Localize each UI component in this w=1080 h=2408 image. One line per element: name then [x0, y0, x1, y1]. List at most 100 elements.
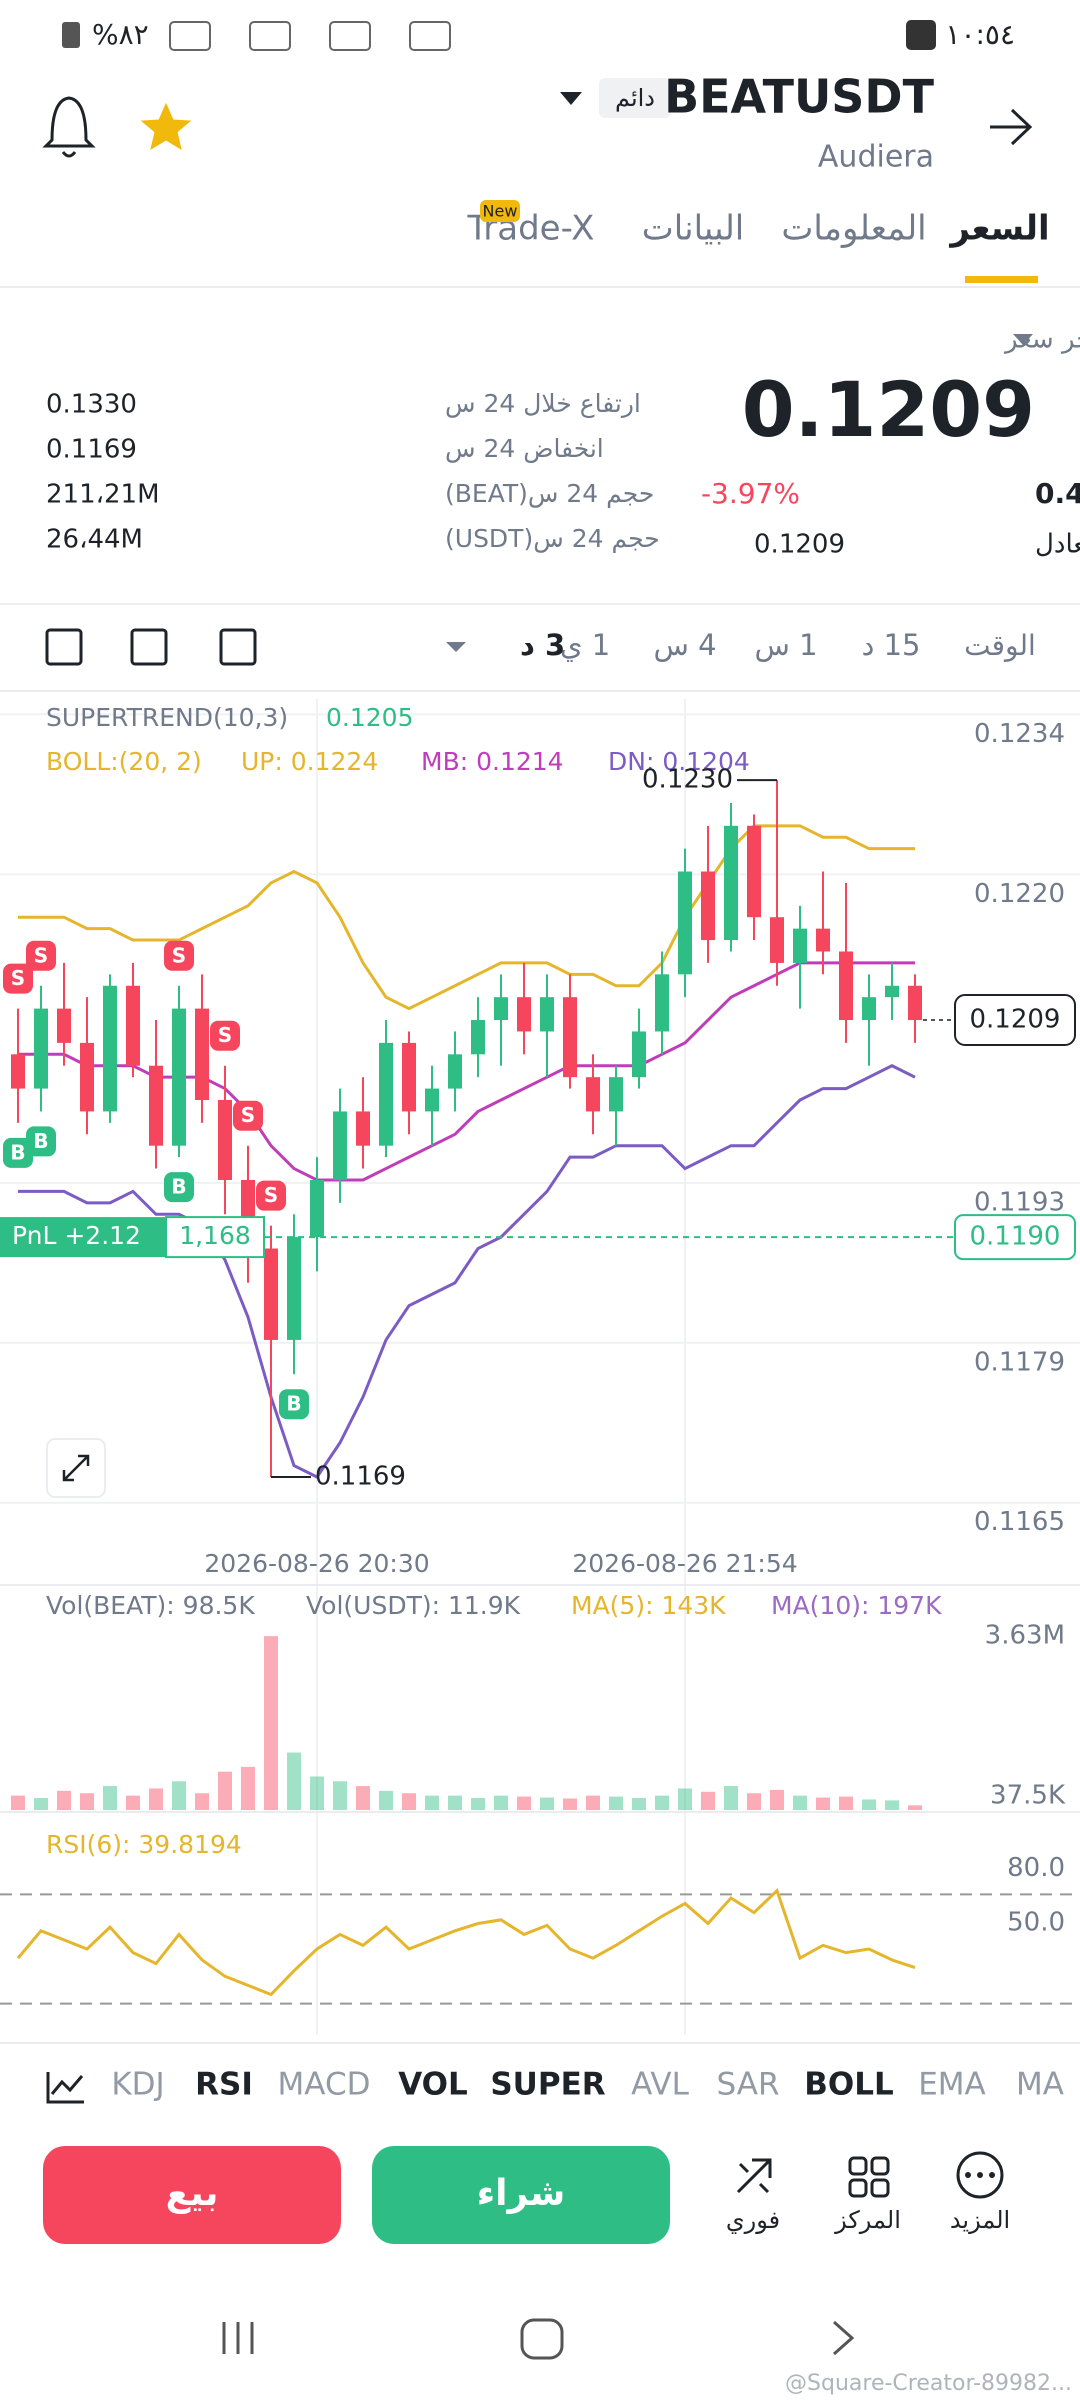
indicator-tab[interactable]: RSI — [195, 2067, 253, 2103]
star-icon[interactable] — [140, 102, 192, 151]
candle-body — [333, 1111, 347, 1180]
indicator-tab[interactable]: KDJ — [111, 2067, 164, 2103]
volume-legend: MA(5): 143K — [571, 1591, 726, 1620]
volume-legend: MA(10): 197K — [771, 1591, 942, 1620]
interval-option[interactable]: 1 س — [754, 628, 817, 662]
indicator-tab[interactable]: SAR — [717, 2067, 780, 2103]
subtitle: Audiera — [818, 140, 934, 175]
volume-bar — [471, 1798, 485, 1810]
chart-tool-icon[interactable] — [219, 628, 257, 666]
dropdown-arrow — [560, 92, 582, 105]
indicator-tab[interactable]: SUPER — [490, 2067, 605, 2103]
indicator-tab[interactable]: MACD — [278, 2067, 371, 2103]
overlay-legend: UP: 0.1224 — [241, 747, 378, 776]
action-label[interactable]: المزيد — [950, 2206, 1010, 2234]
volume-bar — [34, 1798, 48, 1810]
indicator-tab[interactable]: MA — [1016, 2067, 1064, 2103]
signal-icon — [169, 21, 211, 51]
nav-home[interactable] — [520, 2318, 564, 2360]
trade-marker — [26, 1126, 56, 1157]
volume-bar — [172, 1781, 186, 1810]
chart-tool-icon[interactable] — [130, 628, 168, 666]
position-qty: 1,168 — [179, 1221, 251, 1250]
battery-level: %٨٢ — [92, 18, 149, 51]
action-label[interactable]: فوري — [726, 2206, 780, 2234]
volume-bar — [701, 1791, 715, 1810]
nav-back[interactable] — [833, 2320, 855, 2356]
sell-button[interactable] — [43, 2146, 341, 2244]
chart-tool-icon[interactable] — [45, 628, 83, 666]
indicator-tab[interactable]: BOLL — [804, 2067, 894, 2103]
buy-label[interactable]: شراء — [477, 2173, 566, 2214]
tab[interactable]: السعر — [948, 209, 1049, 249]
trade-marker — [210, 1020, 240, 1051]
position-icon — [848, 2156, 868, 2176]
interval-option[interactable]: 4 س — [653, 628, 716, 662]
stat-label: حجم 24 س(BEAT) — [445, 479, 654, 509]
candle-body — [287, 1237, 301, 1340]
candle-body — [655, 974, 669, 1032]
indicator-tab[interactable]: EMA — [918, 2067, 986, 2103]
tab[interactable]: المعلومات — [781, 209, 926, 249]
fair-price-label: السعر العادل — [1035, 530, 1080, 560]
trade-marker — [3, 1137, 33, 1168]
volume-bar — [80, 1793, 94, 1810]
volume-bar — [126, 1795, 140, 1810]
volume-bar — [310, 1776, 324, 1810]
boll-line — [18, 1064, 916, 1479]
interval-active[interactable]: 3 د — [520, 628, 565, 662]
volume-bar — [885, 1800, 899, 1810]
candle-body — [195, 1008, 209, 1101]
volume-bar — [448, 1795, 462, 1810]
trade-marker-label: S — [34, 943, 48, 967]
pnl-label[interactable]: PnL +2.12 — [12, 1221, 141, 1250]
qty-box — [165, 1216, 265, 1259]
candle-body — [586, 1077, 600, 1112]
stat-value: 0.1330 — [46, 390, 137, 420]
stat-label: انخفاض 24 س — [445, 434, 604, 463]
interval-option[interactable]: 1 ي — [560, 628, 610, 662]
trade-marker — [26, 940, 56, 971]
indicator-tab[interactable]: VOL — [398, 2067, 468, 2103]
signal-icon — [249, 21, 291, 51]
buy-button[interactable] — [372, 2146, 670, 2244]
indicator-settings-icon[interactable] — [46, 2072, 84, 2104]
volume-bar — [839, 1796, 853, 1810]
last-price: 0.1209 — [742, 365, 1035, 454]
candle-body — [356, 1111, 370, 1146]
more-dot — [965, 2172, 971, 2178]
volume-bar — [655, 1795, 669, 1810]
sell-label[interactable]: بيع — [166, 2173, 219, 2214]
volume-bar — [379, 1790, 393, 1810]
spot-icon[interactable] — [736, 2158, 772, 2194]
volume-bar — [11, 1795, 25, 1810]
volume-bar — [402, 1793, 416, 1810]
trade-marker — [164, 1172, 194, 1203]
expand-icon — [62, 1454, 90, 1482]
new-badge-bg — [480, 200, 520, 222]
volume-bar — [494, 1795, 508, 1810]
candle-body — [425, 1088, 439, 1112]
interval-label: الوقت — [964, 629, 1036, 662]
more-icon[interactable] — [956, 2151, 1004, 2199]
trade-marker-label: S — [218, 1023, 232, 1047]
volume-bar — [816, 1797, 830, 1810]
interval-option[interactable]: 15 د — [861, 628, 920, 662]
action-label[interactable]: المركز — [834, 2206, 901, 2234]
forward-arrow[interactable] — [990, 108, 1033, 146]
stat-value: 0.1169 — [46, 435, 137, 465]
high-annotation: 0.1230 — [642, 765, 733, 795]
pnl-box — [0, 1217, 166, 1258]
y-tick-label: 0.1193 — [974, 1187, 1065, 1217]
new-badge: New — [483, 202, 518, 221]
y-tick-label: 50.0 — [1007, 1908, 1065, 1938]
indicator-tab[interactable]: AVL — [631, 2067, 689, 2103]
candle-body — [379, 1042, 393, 1146]
volume-bar — [908, 1805, 922, 1810]
tab[interactable]: البيانات — [642, 209, 745, 249]
candle-body — [103, 985, 117, 1112]
volume-bar — [632, 1798, 646, 1810]
trade-marker-label: B — [33, 1129, 48, 1153]
low-annotation: 0.1169 — [315, 1462, 406, 1492]
volume-bar — [287, 1752, 301, 1810]
